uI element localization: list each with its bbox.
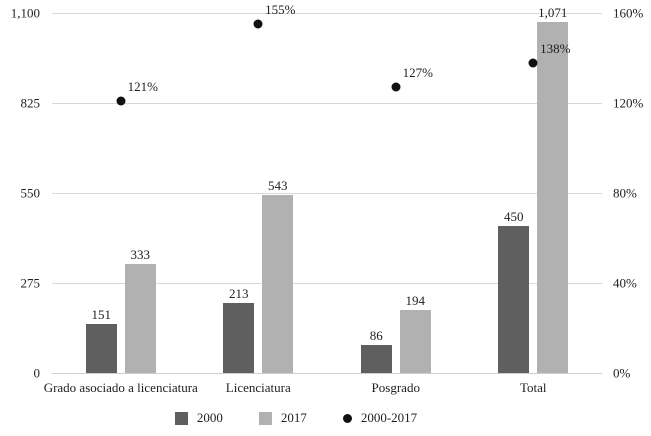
gridline <box>52 102 602 104</box>
bar-2000-3 <box>498 225 530 373</box>
bar-2000-0 <box>85 323 117 373</box>
change-dot-label: 138% <box>540 40 571 56</box>
change-dot-label: 121% <box>127 78 158 94</box>
y-axis-right-tick-label: 40% <box>613 275 637 291</box>
bar-value-label: 86 <box>369 327 383 343</box>
legend-label: 2000-2017 <box>360 410 418 425</box>
change-dot-label: 155% <box>265 2 296 18</box>
bar-value-label: 543 <box>268 178 288 194</box>
legend-dot-icon <box>342 413 352 423</box>
gridline <box>52 282 602 284</box>
bar-2017-1 <box>262 195 294 373</box>
x-axis-category-label: Posgrado <box>371 380 420 395</box>
gridline <box>52 192 602 194</box>
bar-2000-2 <box>360 344 392 373</box>
bar-value-label: 151 <box>91 306 112 322</box>
bar-value-label: 1,071 <box>538 5 568 21</box>
bar-value-label: 213 <box>229 286 249 302</box>
legend-label: 2000 <box>196 410 223 425</box>
y-axis-left-tick-label: 0 <box>33 365 41 381</box>
legend-item-2000-2017: 2000-2017 <box>342 410 418 426</box>
y-axis-right-tick-label: 0% <box>613 365 631 381</box>
change-dot-label: 127% <box>402 65 433 81</box>
bar-value-label: 450 <box>504 208 524 224</box>
bar-2017-3 <box>537 22 569 373</box>
bar-2017-0 <box>124 264 156 373</box>
legend-square-icon <box>258 411 272 425</box>
legend-item-2017: 2017 <box>258 410 307 426</box>
x-axis-category-label: Grado asociado a licenciatura <box>43 380 198 395</box>
change-dot-2 <box>391 82 401 92</box>
legend-label: 2017 <box>280 410 307 425</box>
bar-2000-1 <box>223 303 255 373</box>
y-axis-right-tick-label: 120% <box>613 95 644 111</box>
change-dot-1 <box>253 19 263 29</box>
legend-square-icon <box>174 411 188 425</box>
y-axis-left-tick-label: 550 <box>20 185 41 201</box>
bar-value-label: 333 <box>130 247 151 263</box>
x-axis-category-label: Total <box>519 380 547 395</box>
legend-item-2000: 2000 <box>174 410 223 426</box>
change-dot-3 <box>528 58 538 67</box>
gridline <box>52 12 602 14</box>
gridline <box>52 372 602 374</box>
x-axis-category-label: Licenciatura <box>225 380 291 395</box>
legend: 2000 2017 2000-2017 <box>0 409 592 427</box>
y-axis-right-tick-label: 80% <box>613 185 637 201</box>
y-axis-left-tick-label: 825 <box>20 95 41 111</box>
y-axis-left-tick-label: 275 <box>20 275 41 291</box>
y-axis-right-tick-label: 160% <box>613 5 644 21</box>
bar-value-label: 194 <box>405 292 426 308</box>
bar-2017-2 <box>399 309 431 373</box>
change-dot-0 <box>116 96 126 106</box>
y-axis-left-tick-label: 1,100 <box>10 5 40 21</box>
